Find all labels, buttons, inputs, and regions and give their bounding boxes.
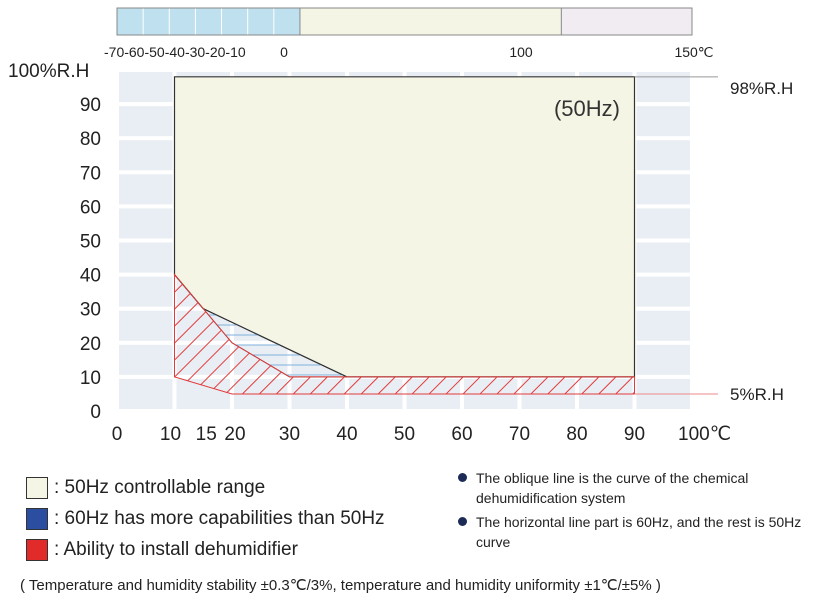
footer-note: ( Temperature and humidity stability ±0.… [20, 577, 661, 594]
x-tick-label: 15 [196, 424, 217, 445]
grid-cell [636, 208, 690, 239]
label-98-rh: 98%R.H [730, 79, 793, 98]
note-item: The oblique line is the curve of the che… [458, 468, 828, 508]
dehumidifier-area [174, 273, 635, 395]
x-tick-label: 90 [624, 424, 645, 445]
legend-label: : Ability to install dehumidifier [54, 539, 298, 560]
grid-cell [636, 242, 690, 273]
y-tick-label: 40 [80, 266, 101, 287]
y-tick-label: 70 [80, 163, 101, 184]
legend-label: : 50Hz controllable range [54, 477, 266, 498]
x-tick-label: 0 [112, 424, 123, 445]
temp-bar-segment [561, 8, 692, 35]
grid-cell [119, 106, 173, 137]
legend-item-60hz: : 60Hz has more capabilities than 50Hz [26, 507, 385, 531]
grid-cell [636, 174, 690, 205]
temp-bar-segment [299, 8, 562, 35]
grid-cell [119, 140, 173, 171]
x-tick-label: 40 [336, 424, 357, 445]
grid-cell [119, 72, 173, 103]
x-tick-label: 50 [394, 424, 415, 445]
x-tick-label: 60 [451, 424, 472, 445]
bullet-icon [458, 473, 467, 482]
x-tick-label: 70 [509, 424, 530, 445]
grid-cell [119, 310, 173, 341]
x-tick-label: 80 [566, 424, 587, 445]
bullet-icon [458, 517, 467, 526]
temp-bar-tick-label: -70-60-50-40-30-20-10 [104, 44, 246, 60]
y-tick-label: 30 [80, 300, 101, 321]
temp-bar-tick-label: 150℃ [674, 44, 713, 60]
y-tick-label: 80 [80, 129, 101, 150]
grid-cell [119, 174, 173, 205]
grid-cell [119, 208, 173, 239]
x-tick-label: 20 [224, 424, 245, 445]
legend-swatch-red [26, 539, 48, 561]
grid-cell [119, 378, 173, 409]
temp-bar-border [116, 7, 693, 36]
frequency-annotation: (50Hz) [554, 96, 620, 121]
grid-cell [119, 242, 173, 273]
grid-cell [636, 344, 690, 375]
y-tick-label: 60 [80, 197, 101, 218]
grid-cell [636, 310, 690, 341]
y-tick-label: 10 [80, 368, 101, 389]
legend-swatch-blue [26, 508, 48, 530]
note-item: The horizontal line part is 60Hz, and th… [458, 512, 828, 552]
note-text: The horizontal line part is 60Hz, and th… [476, 514, 802, 550]
note-text: The oblique line is the curve of the che… [476, 470, 749, 506]
x-tick-label: 10 [160, 424, 181, 445]
y-tick-label: 90 [80, 95, 101, 116]
y-tick-label: 0 [90, 402, 101, 423]
grid-cell [636, 276, 690, 307]
temp-bar-tick-label: 100 [509, 44, 533, 60]
y-tick-label: 20 [80, 334, 101, 355]
y-tick-label: 100%R.H [8, 61, 89, 82]
temp-bar-segment [117, 8, 300, 35]
grid-cell [119, 276, 173, 307]
grid-cell [119, 344, 173, 375]
x-tick-label: 100℃ [678, 424, 731, 445]
chart-axes: 0 10 20 30 40 50 60 70 80 90 100%R.H 0 10 15 20 30 40 50 6… [8, 61, 731, 445]
notes: The oblique line is the curve of the che… [458, 468, 828, 556]
grid-cell [636, 140, 690, 171]
legend-item-dehumidifier: : Ability to install dehumidifier [26, 538, 385, 562]
y-tick-label: 50 [80, 232, 101, 253]
legend-label: : 60Hz has more capabilities than 50Hz [54, 508, 385, 529]
temp-bar-tick-label: 0 [280, 44, 288, 60]
legend-item-50hz: : 50Hz controllable range [26, 476, 385, 500]
chart-areas [173, 76, 718, 395]
x-tick-label: 30 [279, 424, 300, 445]
grid-cell [636, 106, 690, 137]
temperature-bar: -70-60-50-40-30-20-10 0 100 150℃ [104, 7, 714, 60]
legend-swatch-yellow [26, 477, 48, 499]
label-5-rh: 5%R.H [730, 385, 784, 404]
legend: : 50Hz controllable range : 60Hz has mor… [26, 476, 385, 569]
